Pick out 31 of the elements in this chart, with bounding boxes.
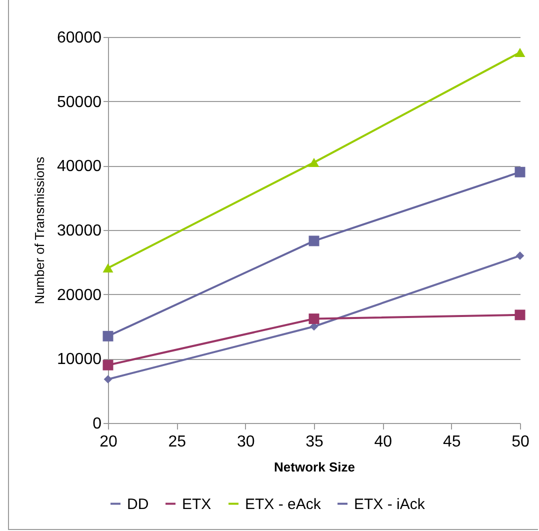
x-tick-label: 45 — [442, 434, 461, 450]
x-axis-title: Network Size — [274, 460, 355, 474]
point — [102, 330, 114, 342]
point — [102, 360, 114, 370]
y-tick-label: 0 — [92, 416, 102, 432]
point — [104, 375, 112, 384]
point — [514, 48, 526, 57]
point — [308, 236, 320, 246]
x-tick-label: 20 — [100, 434, 118, 450]
legend-label: DD — [127, 496, 149, 513]
y-tick-label: 40000 — [57, 158, 102, 176]
point — [308, 158, 320, 167]
x-tick-label: 30 — [236, 434, 255, 450]
x-tick-label: 35 — [306, 434, 324, 450]
y-tick-label: 10000 — [57, 351, 102, 368]
legend-label: ETX - iAck — [354, 496, 426, 513]
y-tick-label: 30000 — [57, 222, 102, 240]
point — [514, 166, 526, 178]
y-axis-title: Number of Transmissions — [32, 156, 48, 304]
point — [516, 252, 524, 260]
y-tick-label: 50000 — [57, 94, 102, 111]
y-tick-label: 20000 — [57, 286, 102, 304]
point — [308, 314, 320, 324]
y-tick-label: 60000 — [57, 30, 102, 46]
x-tick-label: 25 — [168, 434, 186, 450]
legend-label: ETX - eAck — [245, 496, 322, 513]
x-tick-label: 40 — [374, 434, 392, 450]
point — [102, 263, 114, 272]
legend-label: ETX — [182, 496, 212, 513]
x-tick-label: 50 — [512, 434, 530, 450]
point — [514, 310, 526, 320]
